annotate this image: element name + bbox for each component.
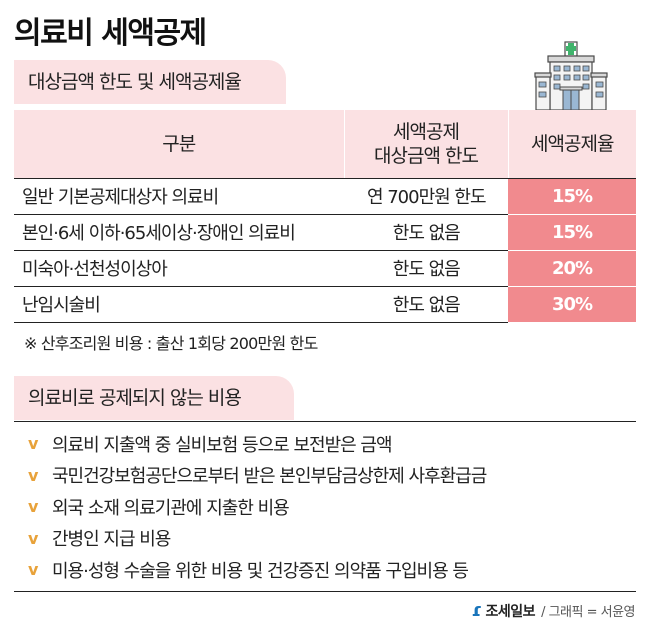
section-tag-excluded: 의료비로 공제되지 않는 비용 [14, 376, 294, 420]
row-rate: 15% [508, 178, 636, 215]
postpartum-note: ※ 산후조리원 비용 : 출산 1회당 200만원 한도 [24, 334, 318, 353]
check-icon: v [28, 434, 38, 454]
table-row: 일반 기본공제대상자 의료비 연 700만원 한도 15% [14, 178, 636, 215]
header-limit: 세액공제 대상금액 한도 [343, 110, 509, 179]
table-header-row: 구분 세액공제 대상금액 한도 세액공제율 [14, 110, 636, 179]
header-rate: 세액공제율 [508, 110, 636, 179]
check-icon: v [28, 465, 38, 485]
deduction-rate-table: 구분 세액공제 대상금액 한도 세액공제율 일반 기본공제대상자 의료비 연 7… [14, 110, 636, 323]
check-icon: v [28, 528, 38, 548]
list-item-text: 간병인 지급 비용 [52, 529, 171, 551]
list-item-text: 미용·성형 수술을 위한 비용 및 건강증진 의약품 구입비용 등 [52, 560, 469, 582]
row-limit: 한도 없음 [343, 286, 508, 323]
check-icon: v [28, 560, 38, 580]
row-rate: 30% [508, 286, 636, 323]
row-limit: 연 700만원 한도 [343, 178, 508, 215]
bottom-divider [14, 591, 636, 592]
header-category: 구분 [14, 110, 344, 179]
list-item: v 국민건강보험공단으로부터 받은 본인부담금상한제 사후환급금 [14, 460, 636, 492]
row-rate: 20% [508, 250, 636, 287]
row-category: 일반 기본공제대상자 의료비 [14, 178, 344, 215]
table-row: 난임시술비 한도 없음 30% [14, 286, 636, 323]
check-icon: v [28, 497, 38, 517]
row-limit: 한도 없음 [343, 250, 508, 287]
row-category: 본인·6세 이하·65세이상·장애인 의료비 [14, 214, 344, 251]
table-row: 미숙아·선천성이상아 한도 없음 20% [14, 250, 636, 287]
header-limit-line2: 대상금액 한도 [374, 144, 479, 167]
row-rate: 15% [508, 214, 636, 251]
section-tag-limits: 대상금액 한도 및 세액공제율 [14, 60, 286, 104]
credit-line: ɾ 조세일보 / 그래픽 = 서윤영 [471, 600, 635, 621]
logo-icon: ɾ [471, 600, 482, 621]
table-row: 본인·6세 이하·65세이상·장애인 의료비 한도 없음 15% [14, 214, 636, 251]
publisher-logo: 조세일보 [485, 603, 536, 620]
list-item-text: 국민건강보험공단으로부터 받은 본인부담금상한제 사후환급금 [52, 466, 487, 488]
header-limit-line1: 세액공제 [393, 120, 460, 143]
row-limit: 한도 없음 [343, 214, 508, 251]
excluded-cost-list: v 의료비 지출액 중 실비보험 등으로 보전받은 금액 v 국민건강보험공단으로부… [14, 421, 636, 586]
list-item: v 외국 소재 의료기관에 지출한 비용 [14, 491, 636, 523]
list-item-text: 외국 소재 의료기관에 지출한 비용 [52, 497, 290, 519]
list-item: v 미용·성형 수술을 위한 비용 및 건강증진 의약품 구입비용 등 [14, 554, 636, 586]
list-item: v 의료비 지출액 중 실비보험 등으로 보전받은 금액 [14, 428, 636, 460]
graphic-credit: / 그래픽 = 서윤영 [541, 605, 635, 620]
row-category: 미숙아·선천성이상아 [14, 250, 344, 287]
list-item: v 간병인 지급 비용 [14, 523, 636, 555]
hospital-icon [534, 41, 608, 111]
row-category: 난임시술비 [14, 286, 344, 323]
page-title: 의료비 세액공제 [14, 16, 207, 51]
list-item-text: 의료비 지출액 중 실비보험 등으로 보전받은 금액 [52, 434, 393, 456]
